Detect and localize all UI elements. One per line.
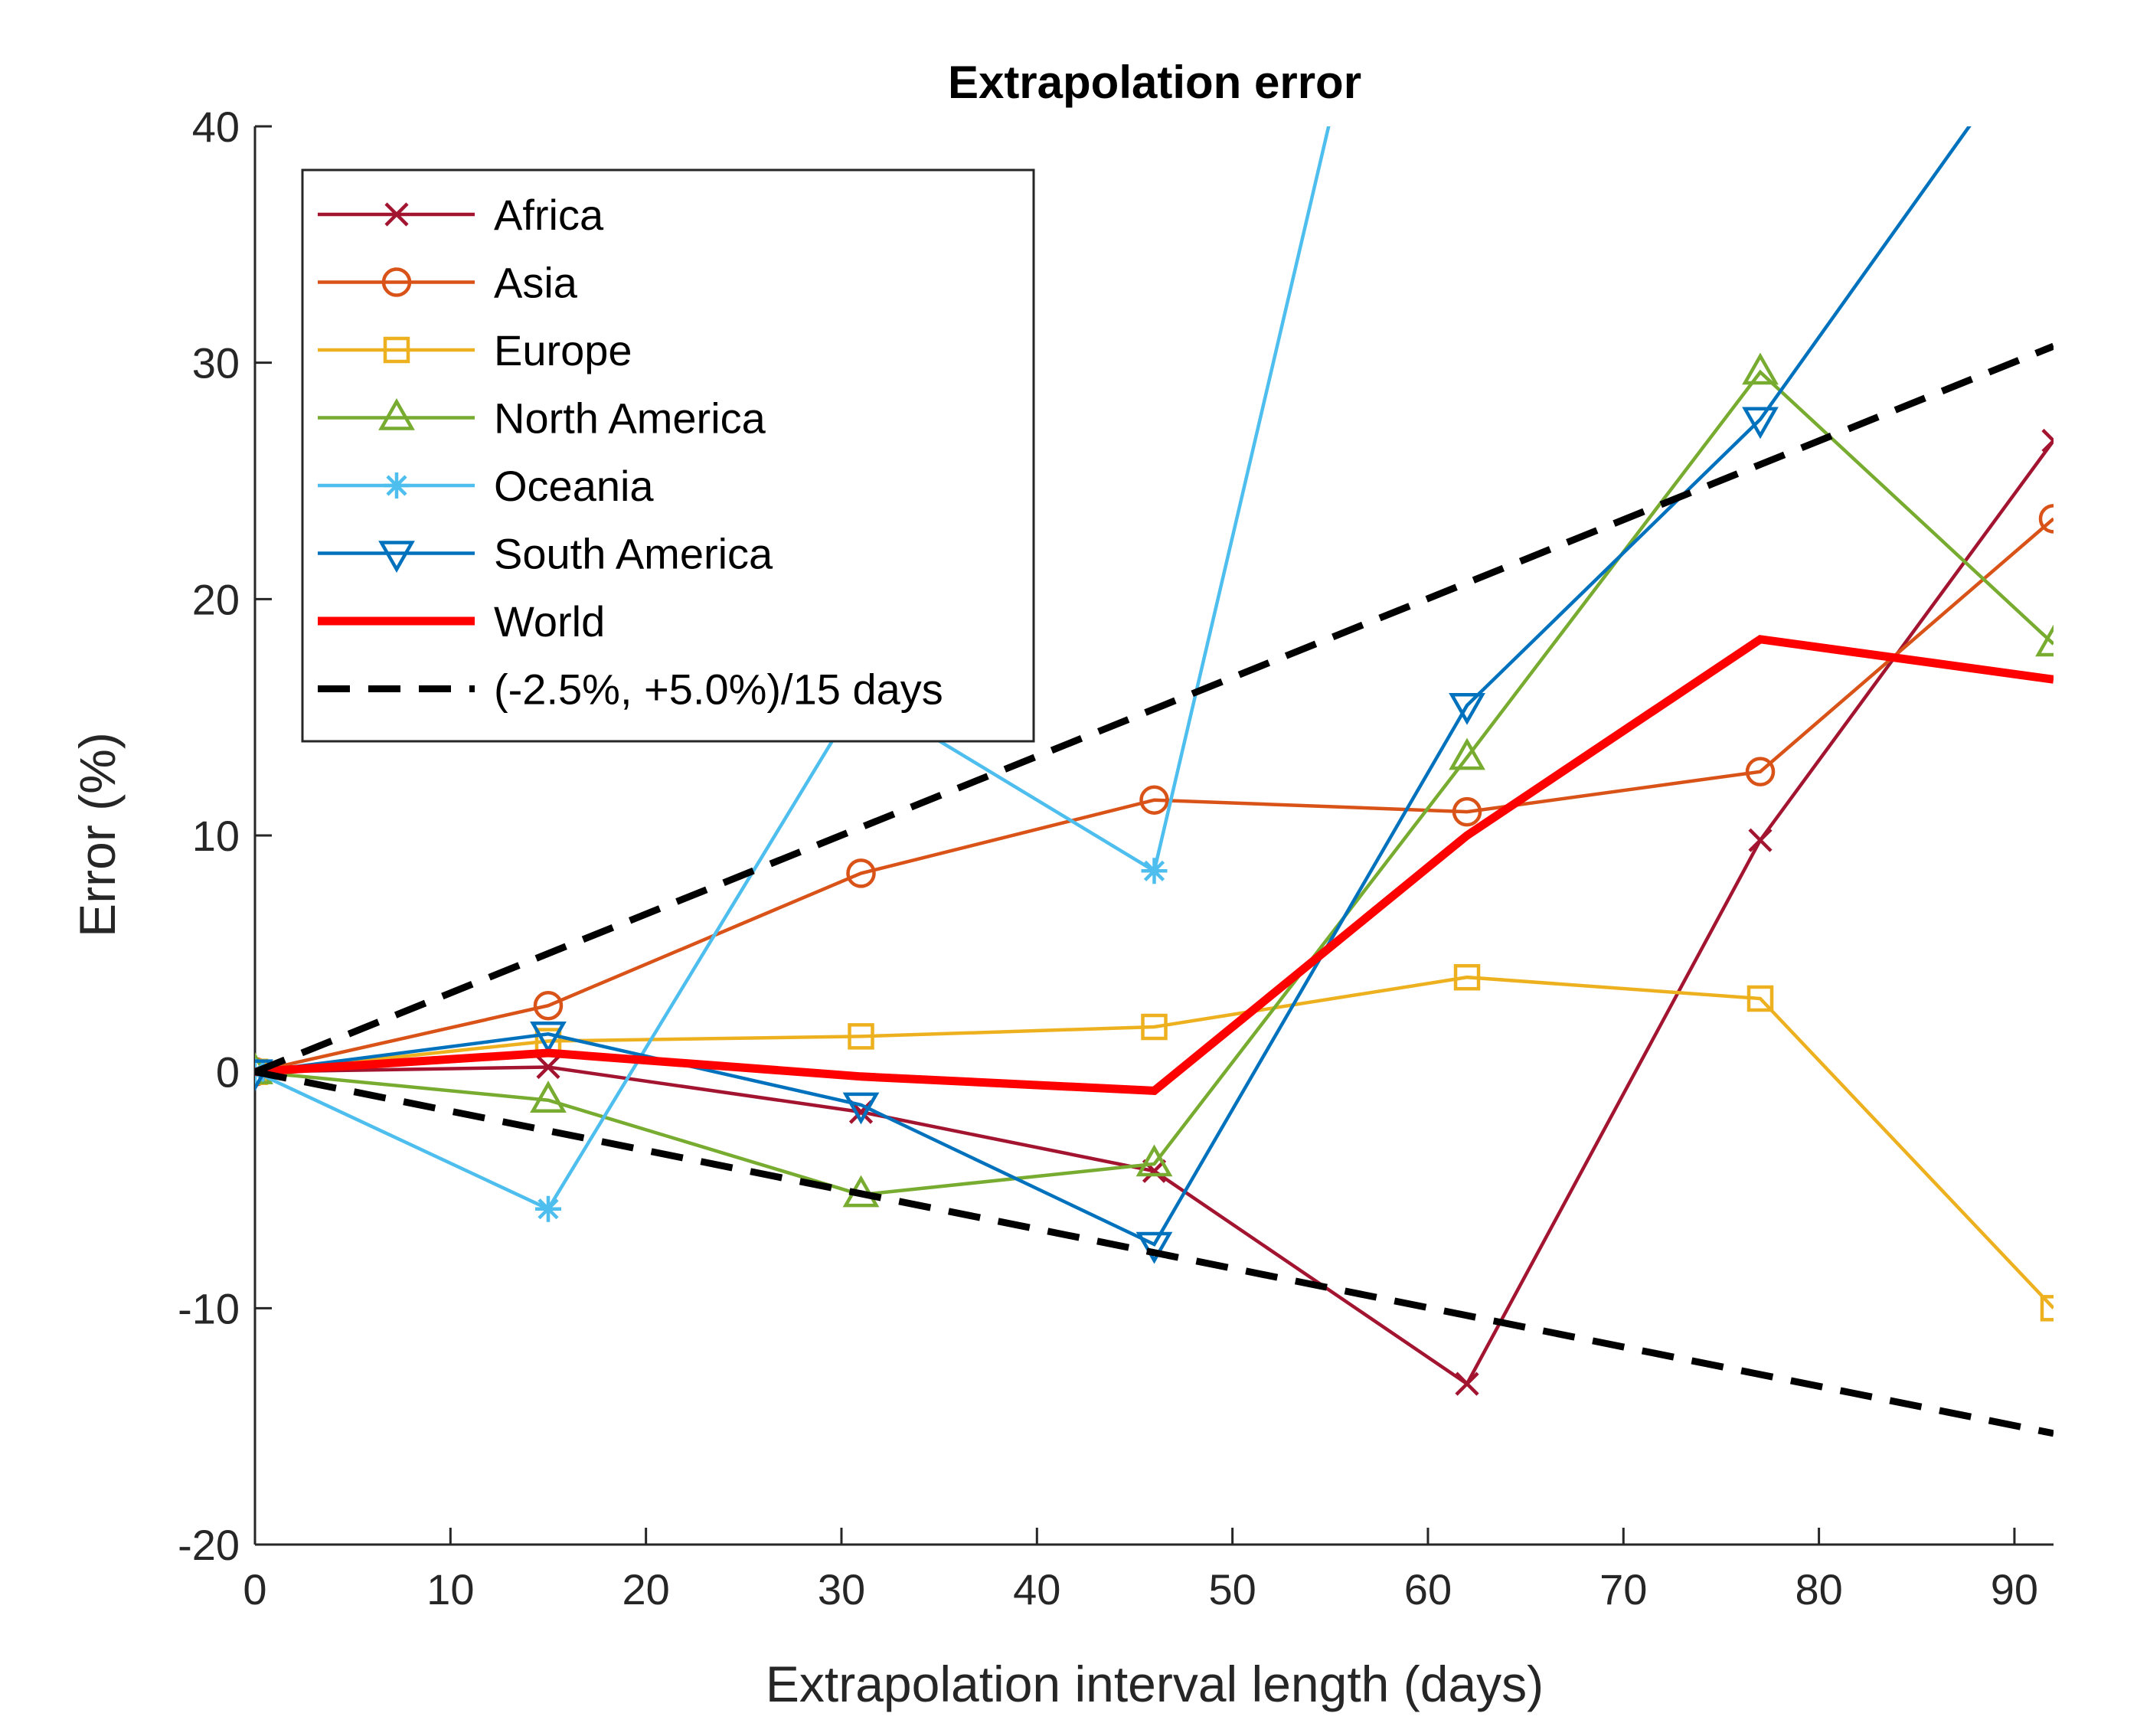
x-tick-label: 50 [1208, 1565, 1256, 1613]
legend-marker [378, 541, 415, 574]
x-tick-label: 20 [622, 1565, 670, 1613]
legend-label: Oceania [494, 462, 654, 510]
data-point-europe [1453, 963, 1481, 991]
series-asia [255, 504, 2054, 1087]
y-tick-label: 0 [216, 1048, 240, 1097]
data-point-north-america [530, 1081, 567, 1113]
data-point-south-america [530, 1022, 567, 1054]
legend-label: (-2.5%, +5.0%)/15 days [494, 665, 943, 714]
data-point-africa [536, 1054, 560, 1080]
legend-item-south-america: South America [318, 530, 773, 578]
legend-item-2-5-5-0-15-days: (-2.5%, +5.0%)/15 days [318, 665, 943, 714]
legend-item-world: World [318, 597, 605, 646]
series-line-north-america [255, 369, 2054, 1197]
legend-label: Asia [494, 259, 578, 307]
legend-item-africa: Africa [318, 191, 604, 239]
legend-label: World [494, 597, 605, 646]
x-axis-label: Extrapolation interval length (days) [766, 1656, 1544, 1712]
axes [253, 125, 2054, 1546]
data-point-north-america [2035, 624, 2054, 657]
legend-item-asia: Asia [318, 259, 578, 307]
legend-label: Europe [494, 326, 632, 374]
x-tick-label: 60 [1404, 1565, 1452, 1613]
data-point-south-america [1742, 407, 1779, 440]
legend-marker [384, 202, 409, 227]
data-point-north-america [1135, 1144, 1173, 1177]
x-tick-label: 70 [1599, 1565, 1647, 1613]
series-line-south-america [255, 126, 1972, 1247]
y-tick-label: -20 [178, 1521, 240, 1569]
data-point-asia [1745, 757, 1776, 786]
data-point-north-america [1742, 352, 1779, 385]
legend-item-north-america: North America [318, 394, 766, 443]
y-tick-label: 40 [192, 103, 240, 151]
data-point-south-america [1135, 1231, 1173, 1264]
legend-item-europe: Europe [318, 326, 632, 374]
y-axis-label: Error (%) [69, 732, 126, 937]
data-point-north-america [1449, 737, 1485, 770]
tick-labels: 0 10 20 30 40 50 60 70 80 90 -20 -10 0 10 20 30 40 [178, 103, 2038, 1613]
data-point-africa [1748, 828, 1773, 852]
data-point-oceania [1141, 858, 1168, 884]
data-point-asia [1452, 796, 1482, 827]
series-world [255, 635, 2054, 1095]
series-south-america [255, 126, 1972, 1264]
series-2-5-5-0-15-days [255, 342, 2054, 1437]
legend-item-oceania: Oceania [318, 462, 654, 510]
legend-label: South America [494, 530, 773, 578]
y-tick-label: 30 [192, 339, 240, 387]
legend-marker [384, 472, 410, 499]
data-point-asia [846, 858, 876, 888]
series-line-asia [255, 517, 2054, 1074]
y-tick-label: 10 [192, 812, 240, 860]
chart-title: Extrapolation error [948, 57, 1361, 108]
data-point-south-america [842, 1092, 880, 1125]
legend-marker [378, 397, 415, 430]
data-point-europe [1141, 1013, 1168, 1041]
legend-marker [381, 267, 412, 297]
data-point-asia [533, 990, 564, 1021]
x-tick-label: 80 [1795, 1565, 1842, 1613]
legend-box [301, 168, 1035, 743]
data-point-europe [848, 1023, 874, 1050]
legend-marker [383, 336, 410, 364]
data-point-africa [2041, 428, 2054, 453]
series-line-2-5-5-0-15-days [255, 342, 2054, 1437]
data-point-asia [1139, 785, 1169, 815]
x-tick-label: 90 [1991, 1565, 2038, 1613]
data-point-africa [1455, 1371, 1479, 1396]
legend: Africa Asia Europe North America Oceania Sout… [301, 168, 1035, 743]
legend-label: North America [494, 394, 766, 443]
series-line-world [255, 635, 2054, 1095]
data-point-asia [2038, 504, 2054, 534]
x-tick-label: 10 [426, 1565, 474, 1613]
series-europe [255, 963, 2054, 1322]
data-point-europe [2040, 1295, 2054, 1322]
series-line-europe [255, 975, 2054, 1309]
x-tick-label: 40 [1013, 1565, 1060, 1613]
data-point-south-america [1449, 692, 1485, 725]
data-point-oceania [534, 1195, 561, 1222]
series-layer [255, 126, 2054, 1437]
x-tick-label: 0 [243, 1565, 266, 1613]
y-tick-label: 20 [192, 575, 240, 623]
legend-label: Africa [494, 191, 604, 239]
data-point-europe [1746, 985, 1774, 1012]
y-tick-label: -10 [178, 1284, 240, 1332]
x-tick-label: 30 [818, 1565, 865, 1613]
